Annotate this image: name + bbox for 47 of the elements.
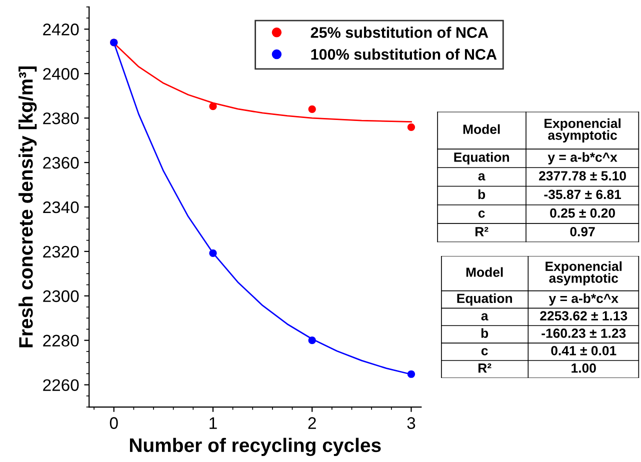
text: R² (478, 363, 492, 373)
y-axis-title: Fresh concrete density [kg/m³] (18, 66, 37, 348)
x-tick-label: 1 (210, 417, 217, 429)
point (407, 370, 416, 378)
legend-label: 100% substitution of NCA (311, 48, 497, 60)
text: Model (463, 124, 500, 134)
text: Equation (457, 293, 512, 306)
y-tick-label: 2380 (43, 112, 79, 124)
y-tick-label: 2280 (43, 334, 79, 347)
y-tick-label: 2420 (43, 24, 79, 36)
y-tick-label: 2400 (43, 68, 79, 80)
point (209, 249, 217, 258)
text: a (481, 313, 488, 320)
y-tick-label: 2260 (43, 379, 79, 391)
text: -160.23 ± 1.23 (542, 328, 626, 338)
text: a (478, 173, 486, 180)
x-axis-title: Number of recycling cycles (130, 438, 381, 456)
text: 2253.62 ± 1.13 (540, 311, 628, 320)
text: R² (476, 227, 488, 236)
y-tick-label: 2360 (43, 156, 79, 169)
point (308, 105, 316, 113)
y-tick-label: 2340 (43, 201, 79, 214)
y-tick-label: 2320 (43, 246, 79, 258)
text: b (478, 189, 486, 200)
text: Exponencial asymptotic (546, 261, 622, 286)
text: -35.87 ± 6.81 (544, 190, 622, 200)
point (209, 102, 217, 110)
legend-label: 25% substitution of NCA (310, 26, 488, 38)
text: c (481, 348, 488, 356)
text: 0.41 ± 0.01 (551, 346, 616, 356)
x-tick-label: 3 (407, 417, 416, 429)
text: 1.00 (572, 363, 596, 373)
x-tick-label: 0 (110, 417, 118, 429)
text: y = a-b*c^x (548, 293, 618, 306)
text: b (481, 328, 488, 338)
text: Model (466, 267, 503, 277)
text: 0.97 (570, 226, 595, 236)
point (308, 336, 316, 344)
text: Equation (454, 152, 509, 164)
x-tick-label: 2 (308, 417, 316, 429)
point (407, 123, 416, 131)
text: 2377.78 ± 5.10 (539, 171, 626, 181)
y-tick-label: 2300 (43, 290, 79, 302)
text: y = a-b*c^x (548, 152, 618, 164)
text: c (478, 210, 485, 218)
text: 0.25 ± 0.20 (550, 208, 615, 218)
text: Exponencial asymptotic (544, 118, 620, 142)
